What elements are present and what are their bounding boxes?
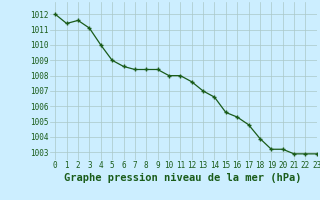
X-axis label: Graphe pression niveau de la mer (hPa): Graphe pression niveau de la mer (hPa) bbox=[64, 173, 302, 183]
